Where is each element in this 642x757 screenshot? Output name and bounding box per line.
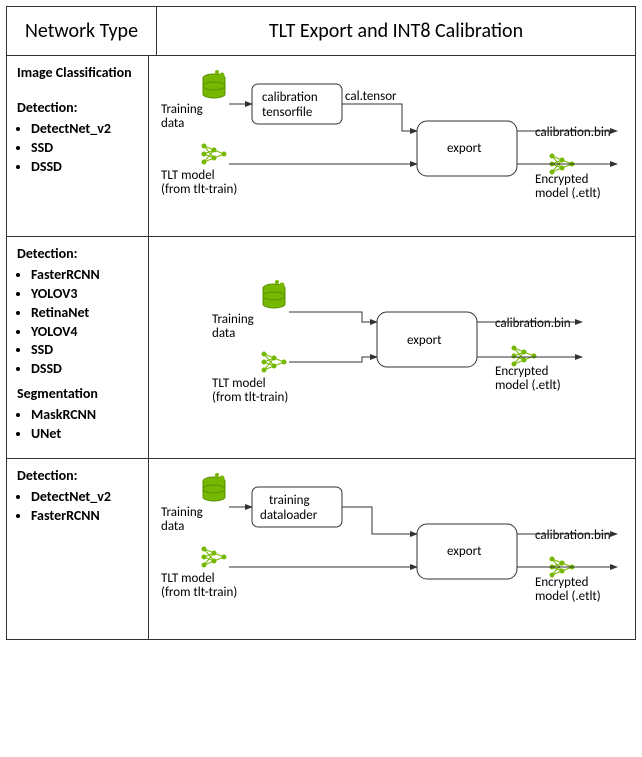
row-2: Detection: FasterRCNN YOLOV3 RetinaNet Y… — [7, 237, 635, 459]
net-list: DetectNet_v2 FasterRCNN — [17, 488, 138, 526]
label-data: data — [161, 519, 184, 534]
database-icon — [203, 70, 225, 98]
diagram-a: Training data TLT model (fr — [157, 66, 627, 226]
net-item: DetectNet_v2 — [31, 488, 138, 507]
net-item: YOLOV3 — [31, 285, 138, 304]
row-3: Detection: DetectNet_v2 FasterRCNN — [7, 459, 635, 639]
label-from-train: (from tlt-train) — [161, 182, 237, 197]
cat-title: Image Classification — [17, 64, 138, 83]
net-item: DetectNet_v2 — [31, 120, 138, 139]
label-calib-bin: calibration.bin — [535, 528, 611, 543]
cat-title: Detection: — [17, 99, 138, 118]
net-item: SSD — [31, 139, 138, 158]
label-calib-bin: calibration.bin — [535, 125, 611, 140]
label-training: Training — [161, 505, 203, 520]
label-enc2: model (.etlt) — [535, 589, 601, 604]
header-right: TLT Export and INT8 Calibration — [157, 7, 635, 55]
label-enc2: model (.etlt) — [535, 186, 601, 201]
label-calib-bin: calibration.bin — [495, 316, 571, 331]
label-data: data — [212, 326, 235, 341]
neural-net-icon — [262, 352, 287, 373]
net-item: DSSD — [31, 360, 138, 379]
cat-title: Segmentation — [17, 385, 138, 404]
label-enc1: Encrypted — [535, 172, 588, 187]
label-data: data — [161, 116, 184, 131]
label-cal-tensor: cal.tensor — [345, 89, 397, 104]
label-enc1: Encrypted — [495, 364, 548, 379]
row-2-diagram: Training data TLT model (fr — [149, 237, 635, 458]
net-list: MaskRCNN UNet — [17, 406, 138, 444]
database-icon — [203, 473, 225, 501]
header-left: Network Type — [7, 7, 157, 55]
net-item: DSSD — [31, 158, 138, 177]
net-item: RetinaNet — [31, 304, 138, 323]
export-label: export — [407, 333, 442, 348]
cat-title: Detection: — [17, 467, 138, 486]
header-row: Network Type TLT Export and INT8 Calibra… — [7, 7, 635, 56]
label-training: Training — [212, 312, 254, 327]
diagram-b: Training data TLT model (fr — [157, 272, 627, 422]
label-enc2: model (.etlt) — [495, 378, 561, 393]
row-1-networks: Image Classification Detection: DetectNe… — [7, 56, 149, 236]
export-label: export — [447, 141, 482, 156]
calib-tf-label2: tensorfile — [262, 105, 312, 120]
calib-tf-label1: calibration — [262, 90, 318, 105]
label-from-train: (from tlt-train) — [212, 390, 288, 405]
net-item: YOLOV4 — [31, 323, 138, 342]
database-icon — [263, 280, 285, 308]
label-tlt-model: TLT model — [161, 571, 215, 586]
label-tlt-model: TLT model — [212, 376, 266, 391]
row-2-networks: Detection: FasterRCNN YOLOV3 RetinaNet Y… — [7, 237, 149, 458]
net-item: MaskRCNN — [31, 406, 138, 425]
net-item: SSD — [31, 341, 138, 360]
net-list: DetectNet_v2 SSD DSSD — [17, 120, 138, 177]
row-3-networks: Detection: DetectNet_v2 FasterRCNN — [7, 459, 149, 639]
net-list: FasterRCNN YOLOV3 RetinaNet YOLOV4 SSD D… — [17, 266, 138, 379]
row-1-diagram: Training data TLT model (fr — [149, 56, 635, 236]
neural-net-icon — [202, 546, 227, 567]
row-3-diagram: Training data TLT model (fr — [149, 459, 635, 639]
neural-net-icon — [202, 144, 227, 165]
cat-title: Detection: — [17, 245, 138, 264]
label-from-train: (from tlt-train) — [161, 585, 237, 600]
label-enc1: Encrypted — [535, 575, 588, 590]
net-item: FasterRCNN — [31, 507, 138, 526]
export-label: export — [447, 544, 482, 559]
calibration-table: Network Type TLT Export and INT8 Calibra… — [6, 6, 636, 640]
label-training: Training — [161, 102, 203, 117]
row-1: Image Classification Detection: DetectNe… — [7, 56, 635, 237]
dataloader-label1: training — [269, 493, 310, 508]
label-tlt-model: TLT model — [161, 168, 215, 183]
net-item: FasterRCNN — [31, 266, 138, 285]
net-item: UNet — [31, 425, 138, 444]
dataloader-label2: dataloader — [260, 508, 318, 523]
diagram-c: Training data TLT model (fr — [157, 469, 627, 629]
